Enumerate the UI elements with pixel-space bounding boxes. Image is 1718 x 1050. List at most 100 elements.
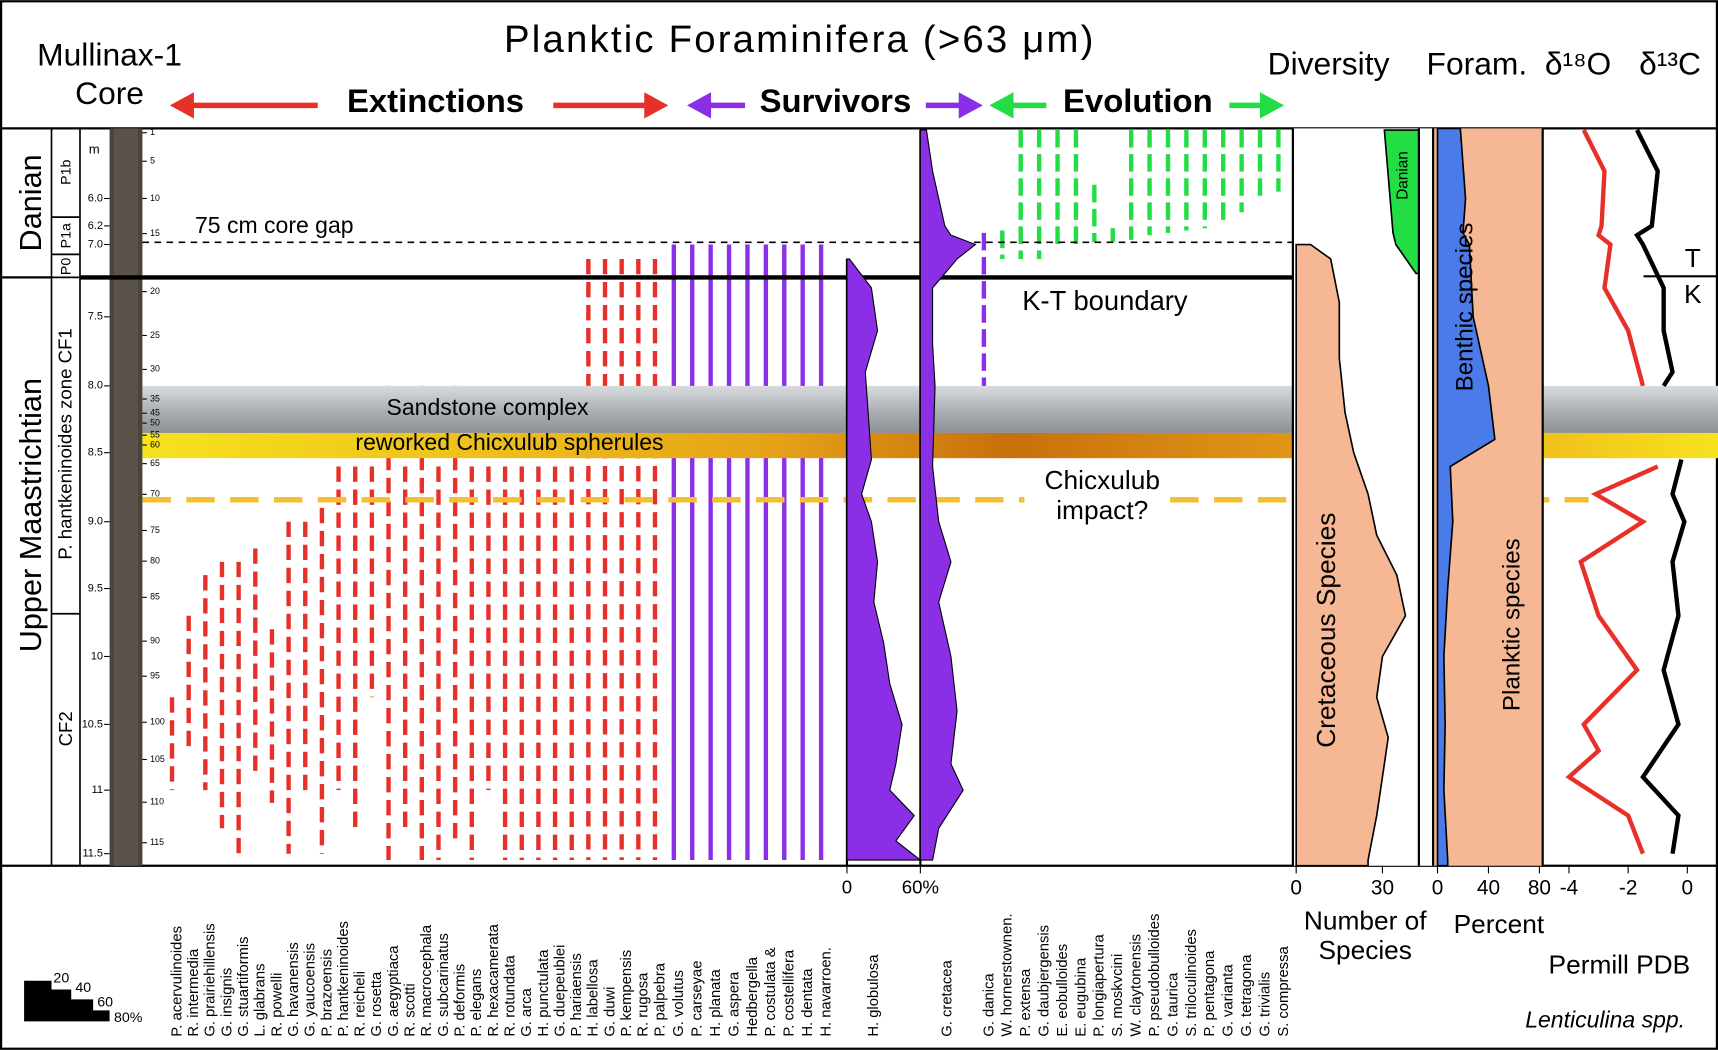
- species-label: G. insignis: [219, 968, 235, 1037]
- sample-label: 100: [150, 717, 165, 727]
- benthic-area: [1436, 127, 1496, 867]
- species-label: P. elegans: [469, 969, 485, 1037]
- depth-tick-label: 7.0: [88, 238, 103, 250]
- species-label: W. hornerstownen.: [1000, 913, 1016, 1036]
- sample-label: 30: [150, 364, 160, 374]
- species-label: P. hantkeninoides: [336, 921, 352, 1037]
- scale-legend-label: 20: [53, 970, 69, 986]
- column-header: δ¹⁸O: [1545, 45, 1611, 81]
- x-tick-label: 60%: [902, 877, 939, 898]
- x-tick-label: 0: [1432, 876, 1444, 899]
- x-tick-label: -2: [1619, 876, 1638, 899]
- title: Planktic Foraminifera (>63 μm): [504, 18, 1096, 61]
- depth-tick-label: 9.5: [88, 582, 103, 594]
- zone-label: P. hantkeninoides zone CF1: [55, 328, 76, 559]
- species-label: G. yaucoensis: [303, 943, 319, 1037]
- zone-label: P1b: [59, 159, 75, 184]
- sample-label: 50: [150, 417, 160, 427]
- sample-label: 95: [150, 671, 160, 681]
- stage-label: Upper Maastrichtian: [14, 378, 48, 652]
- species-label: G. tetragona: [1239, 954, 1255, 1037]
- x-tick-label: -4: [1560, 876, 1579, 899]
- annotation: T: [1685, 243, 1701, 273]
- annotation: Chicxulub: [1045, 465, 1160, 495]
- species-label: P. carseyae: [690, 961, 706, 1037]
- x-tick-label: 0: [1290, 876, 1302, 899]
- sample-label: 80: [150, 555, 160, 565]
- species-label: P. deformis: [453, 964, 469, 1037]
- depth-tick-label: 10.5: [82, 718, 103, 730]
- species-label: R. macrocephala: [419, 924, 435, 1037]
- arrow-head: [1260, 92, 1285, 119]
- series-label: Benthic species: [1451, 223, 1478, 392]
- arrow-head: [958, 92, 983, 119]
- annotation: Sandstone complex: [387, 394, 590, 420]
- species-label: H. navarroen.: [818, 947, 834, 1037]
- sample-label: 110: [150, 797, 164, 807]
- annotation: K: [1684, 279, 1702, 309]
- x-tick-label: 0: [1682, 876, 1694, 899]
- sample-label: 70: [150, 489, 160, 499]
- species-label: P. pentagona: [1202, 950, 1218, 1037]
- sample-label: 1: [150, 127, 155, 137]
- species-label: H. punctulata: [536, 949, 552, 1037]
- column-header: Foram.: [1427, 45, 1528, 81]
- arrow-head: [644, 92, 669, 119]
- depth-tick-label: 9.0: [88, 516, 103, 528]
- zone-label: CF2: [55, 711, 76, 746]
- species-label: G. cretacea: [940, 959, 956, 1036]
- x-tick-label: 0: [842, 877, 852, 898]
- sample-label: 45: [150, 408, 160, 418]
- species-label: P. extensa: [1018, 968, 1034, 1037]
- species-label: H. planata: [708, 969, 724, 1037]
- species-label: R. rugosa: [636, 972, 652, 1037]
- species-label: S. moskvcini: [1110, 954, 1126, 1037]
- note: Lenticulina spp.: [1525, 1006, 1685, 1032]
- x-tick-label: 40: [1477, 876, 1500, 899]
- species-label: W. claytonensis: [1129, 934, 1145, 1037]
- depth-tick-label: 10: [91, 650, 103, 662]
- species-label: R. reicheli: [353, 971, 369, 1037]
- zone-label: P0: [59, 258, 75, 275]
- species-label: G. havanensis: [286, 942, 302, 1037]
- depth-tick-label: 11.5: [83, 848, 103, 860]
- arrow-head: [989, 92, 1014, 119]
- sample-label: 75: [150, 525, 160, 535]
- species-label: P. brazoensis: [319, 949, 335, 1037]
- sample-label: 90: [150, 635, 160, 645]
- sample-label: 85: [150, 592, 160, 602]
- series-label: Planktic species: [1498, 538, 1525, 711]
- annotation: K-T boundary: [1022, 285, 1188, 316]
- species-label: G. danica: [981, 973, 997, 1037]
- species-label: G. aegyptiaca: [386, 945, 402, 1037]
- species-label: G. stuartiformis: [236, 936, 252, 1036]
- sample-label: 5: [150, 156, 155, 166]
- species-label: P. pseudobulloides: [1147, 914, 1163, 1037]
- species-label: S. compressa: [1276, 946, 1292, 1037]
- depth-unit: m: [89, 142, 100, 157]
- sample-label: 105: [150, 754, 165, 764]
- species-label: G. subcarinatus: [436, 933, 452, 1037]
- isotope-line: [1565, 129, 1659, 855]
- species-label: G. trivialis: [1257, 972, 1273, 1037]
- species-label: P. costulata &: [763, 947, 779, 1036]
- diversity-area: [1295, 243, 1407, 867]
- species-label: R. powelli: [269, 973, 285, 1037]
- annotation: reworked Chicxulub spherules: [355, 429, 663, 455]
- column-header: Diversity: [1268, 45, 1390, 81]
- species-label: G. duwi: [602, 987, 618, 1037]
- zone-label: P1a: [59, 223, 75, 248]
- x-tick-label: 80: [1528, 876, 1551, 899]
- species-label: P. kempensis: [619, 950, 635, 1037]
- depth-tick-label: 11: [92, 784, 103, 796]
- column-header: δ¹³C: [1639, 45, 1701, 81]
- species-label: E. eobulloides: [1055, 944, 1071, 1037]
- range-bars: [169, 130, 1281, 861]
- species-label: R. rotundata: [502, 955, 518, 1037]
- series-label: Cretaceous Species: [1311, 513, 1341, 748]
- series-label: Danian: [1395, 151, 1412, 200]
- species-label: G. varianta: [1221, 964, 1237, 1037]
- arrow-head: [169, 92, 194, 119]
